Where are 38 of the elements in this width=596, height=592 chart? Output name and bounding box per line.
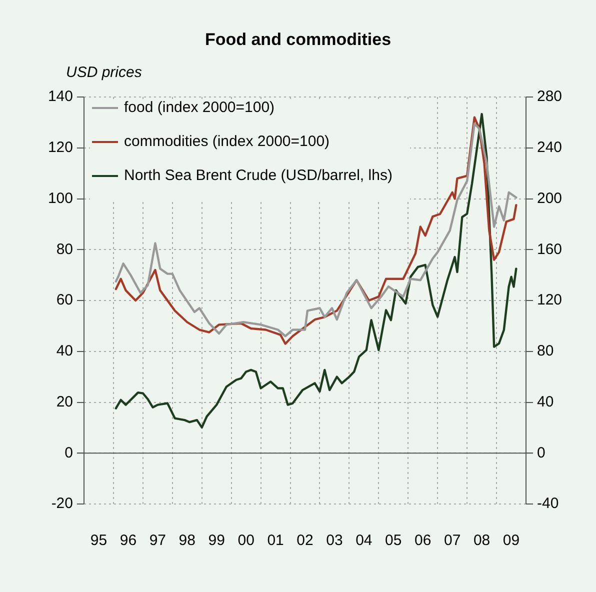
y2-tick-label: 160 <box>537 240 562 258</box>
y2-tick-label: 200 <box>537 190 562 207</box>
y-tick-label: 20 <box>56 393 73 410</box>
y2-tick-label: 240 <box>537 139 562 156</box>
x-tick-label: 05 <box>385 532 402 550</box>
x-tick-label: 09 <box>502 532 520 550</box>
y2-tick-label: 120 <box>537 292 562 309</box>
y2-tick-label: 80 <box>537 342 554 360</box>
x-tick-label: 04 <box>356 532 372 550</box>
y-tick-label: -20 <box>51 495 73 512</box>
x-tick-label: 99 <box>208 532 225 550</box>
y-tick-label: 40 <box>56 342 73 360</box>
legend-label: North Sea Brent Crude (USD/barrel, lhs) <box>124 167 392 184</box>
y-tick-label: 60 <box>56 292 73 309</box>
legend-label: food (index 2000=100) <box>124 99 275 116</box>
y-tick-label: 100 <box>48 190 73 207</box>
x-tick-label: 95 <box>90 532 108 550</box>
x-tick-label: 08 <box>473 532 490 550</box>
chart-title: Food and commodities <box>204 30 392 50</box>
y-tick-label: 0 <box>64 444 73 462</box>
y-axis-title: USD prices <box>66 64 142 81</box>
x-tick-label: 06 <box>414 532 432 550</box>
x-tick-label: 03 <box>326 532 343 550</box>
y2-tick-label: 280 <box>537 88 562 106</box>
legend-label: commodities (index 2000=100) <box>124 133 330 150</box>
x-tick-label: 07 <box>444 532 461 550</box>
y-tick-label: 140 <box>48 88 73 106</box>
y2-tick-label: 0 <box>537 444 546 462</box>
y-tick-label: 120 <box>48 139 73 156</box>
x-tick-label: 96 <box>120 532 137 550</box>
y-tick-label: 80 <box>56 240 73 258</box>
x-tick-label: 98 <box>178 532 196 550</box>
x-tick-label: 02 <box>296 532 314 550</box>
x-tick-label: 97 <box>149 532 166 550</box>
x-tick-label: 00 <box>238 532 254 550</box>
x-tick-label: 01 <box>267 532 284 550</box>
y2-tick-label: -40 <box>537 495 559 512</box>
y2-tick-label: 40 <box>537 393 554 410</box>
